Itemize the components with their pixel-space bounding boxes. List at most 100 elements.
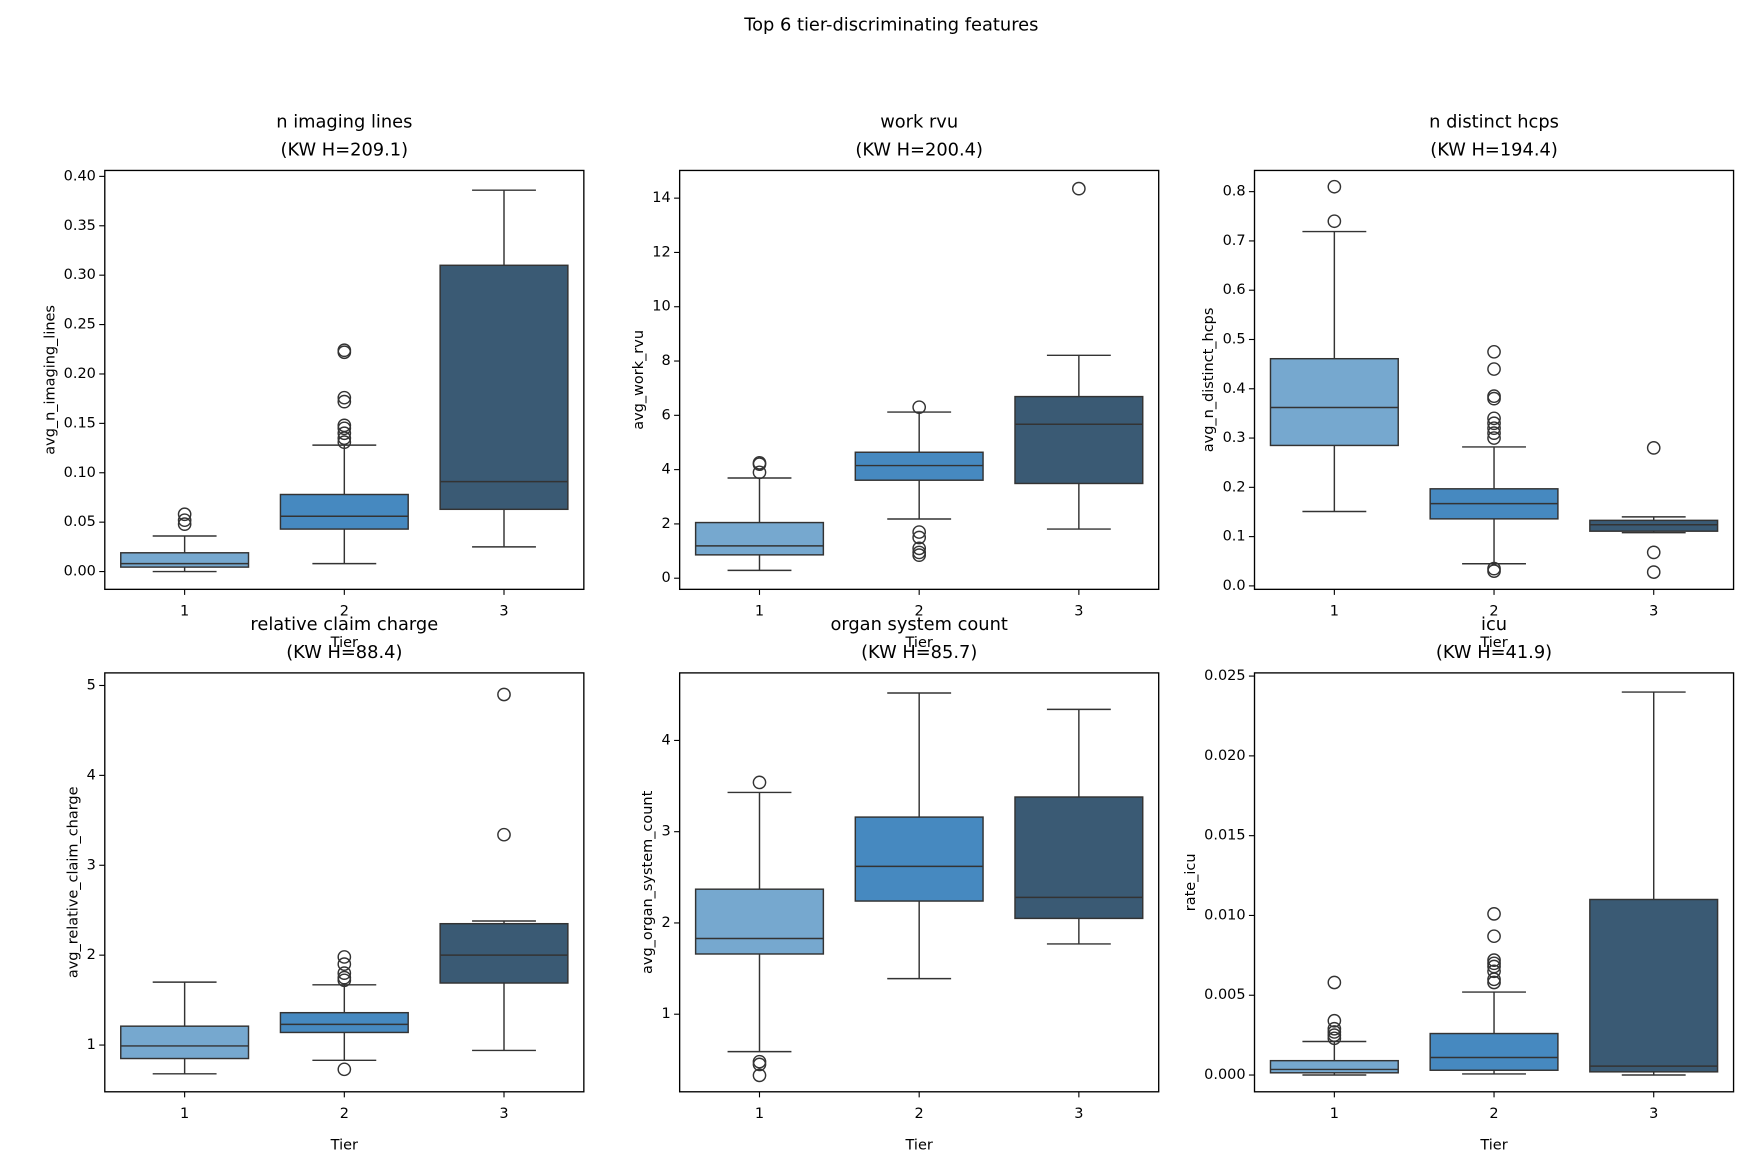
- outlier: [1487, 964, 1501, 979]
- outlier: [1487, 431, 1501, 445]
- box: [279, 493, 409, 530]
- outlier: [752, 1054, 767, 1069]
- y-tick-label: 0.015: [1204, 828, 1245, 844]
- box: [1269, 1059, 1399, 1074]
- x-tick-label: 3: [499, 1106, 508, 1122]
- y-tick-label: 14: [652, 190, 670, 206]
- box-group: [694, 775, 825, 1083]
- y-tick-label: 12: [652, 244, 670, 260]
- outlier: [1327, 1025, 1342, 1039]
- box: [1014, 796, 1144, 920]
- box-group: [120, 507, 250, 573]
- x-tick-label: 3: [1649, 1106, 1658, 1122]
- box-group: [279, 343, 409, 565]
- box: [120, 552, 250, 568]
- chart-title: icu: [1481, 614, 1507, 635]
- outlier: [337, 1062, 352, 1077]
- outlier: [1327, 975, 1342, 990]
- y-tick-label: 0.10: [64, 465, 96, 481]
- outlier: [912, 525, 927, 539]
- y-tick-label: 0.2: [1223, 479, 1246, 495]
- outlier: [497, 827, 511, 842]
- x-tick-label: 2: [1489, 1106, 1498, 1122]
- y-tick-label: 0.5: [1223, 331, 1246, 347]
- outlier: [1487, 416, 1501, 431]
- axes-frame: [678, 672, 1160, 1093]
- box: [694, 521, 825, 556]
- y-tick-label: 4: [662, 462, 671, 478]
- axes-frame: [104, 169, 585, 591]
- y-tick-label: 0.020: [1204, 748, 1245, 764]
- x-axis-label: Tier: [330, 1137, 358, 1153]
- y-tick-label: 0.20: [64, 366, 96, 382]
- x-axis-label: Tier: [330, 635, 358, 651]
- x-tick-label: 2: [340, 604, 349, 620]
- box-group: [1269, 179, 1399, 513]
- chart-title: relative claim charge: [250, 614, 438, 635]
- box-group: [1014, 181, 1144, 530]
- outlier: [752, 465, 767, 480]
- x-tick-label: 1: [180, 604, 189, 620]
- y-axis-label: rate_icu: [1183, 853, 1199, 911]
- outlier: [1487, 362, 1501, 376]
- outlier: [1327, 214, 1342, 229]
- y-tick-label: 0: [662, 570, 671, 586]
- box-group: [439, 687, 569, 1052]
- x-axis-label: Tier: [905, 635, 933, 651]
- y-tick-label: 0.6: [1223, 282, 1246, 298]
- outlier: [1487, 929, 1501, 944]
- outlier: [337, 394, 352, 409]
- y-tick-label: 4: [662, 732, 671, 748]
- y-tick-label: 0.35: [64, 218, 96, 234]
- x-tick-label: 2: [915, 604, 924, 620]
- box-group: [1589, 691, 1719, 1076]
- y-tick-label: 1: [87, 1037, 96, 1053]
- chart-title: organ system count: [830, 614, 1007, 635]
- box-group: [694, 455, 825, 572]
- x-tick-label: 2: [340, 1106, 349, 1122]
- box: [120, 1025, 250, 1060]
- outlier: [1487, 975, 1501, 990]
- y-tick-label: 10: [652, 299, 670, 315]
- x-tick-label: 3: [1074, 1106, 1083, 1122]
- chart-subtitle: (KW H=209.1): [281, 139, 409, 160]
- chart-title: n imaging lines: [276, 112, 412, 133]
- y-tick-label: 2: [662, 915, 671, 931]
- y-tick-label: 5: [87, 677, 96, 693]
- y-tick-label: 0.0: [1223, 578, 1246, 594]
- x-tick-label: 1: [755, 1106, 764, 1122]
- chart-subtitle: (KW H=41.9): [1436, 642, 1552, 663]
- outlier: [752, 1057, 767, 1072]
- box: [1269, 357, 1399, 447]
- x-tick-label: 2: [915, 1106, 924, 1122]
- y-tick-label: 2: [662, 516, 671, 532]
- chart-title: n distinct hcps: [1429, 112, 1559, 133]
- chart-subtitle: (KW H=194.4): [1430, 139, 1558, 160]
- y-tick-label: 0.3: [1223, 430, 1246, 446]
- box: [1589, 519, 1719, 532]
- outlier: [912, 400, 927, 415]
- box: [854, 816, 984, 902]
- outlier: [177, 517, 192, 531]
- y-axis-label: avg_relative_claim_charge: [65, 786, 81, 978]
- y-tick-label: 0.40: [64, 168, 96, 184]
- outlier: [337, 418, 352, 433]
- x-tick-label: 3: [1649, 604, 1658, 620]
- axes-frame: [1253, 169, 1735, 591]
- y-tick-label: 0.010: [1204, 907, 1245, 923]
- outlier: [1327, 1013, 1342, 1028]
- figure-title: Top 6 tier-discriminating features: [743, 15, 1038, 36]
- outlier: [177, 513, 192, 528]
- box: [1014, 395, 1144, 485]
- outlier: [1327, 179, 1342, 194]
- y-tick-label: 0.7: [1223, 233, 1246, 249]
- y-tick-label: 0.00: [64, 564, 96, 580]
- outlier: [337, 966, 352, 980]
- y-axis-label: avg_n_distinct_hcps: [1201, 308, 1217, 453]
- outlier: [497, 687, 511, 702]
- y-tick-label: 0.000: [1204, 1067, 1245, 1083]
- outlier: [337, 970, 352, 985]
- y-tick-label: 0.1: [1223, 529, 1246, 545]
- y-axis-label: avg_organ_system_count: [640, 790, 656, 974]
- outlier: [1487, 389, 1501, 404]
